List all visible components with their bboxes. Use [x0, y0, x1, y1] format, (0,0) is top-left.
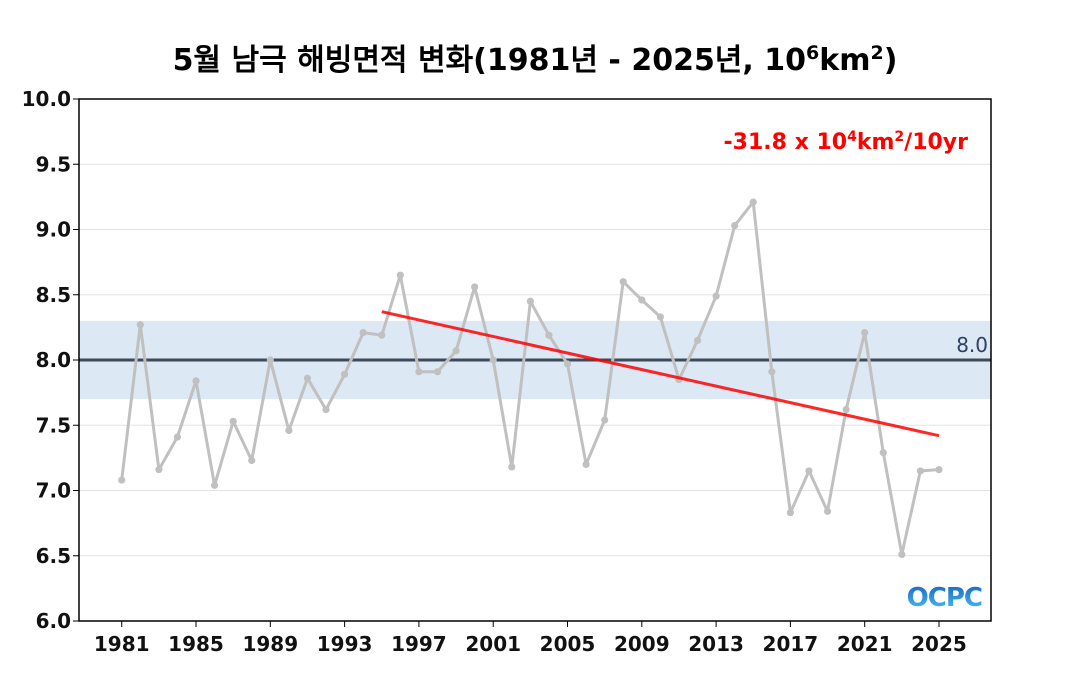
title-end: ) — [884, 43, 898, 78]
data-point — [210, 481, 219, 489]
data-point — [526, 297, 534, 305]
x-tick-label: 2021 — [837, 632, 893, 656]
data-point — [452, 347, 460, 355]
trend-label-main: -31.8 x 10 — [724, 130, 848, 155]
data-point — [749, 198, 757, 206]
x-tick-label: 2025 — [911, 632, 967, 656]
data-point — [582, 460, 590, 468]
x-tick-label: 1997 — [391, 632, 447, 656]
y-tick-label: 7.5 — [36, 413, 71, 437]
data-point — [842, 405, 850, 414]
data-point — [378, 331, 386, 339]
trend-label-end: /10yr — [904, 130, 968, 155]
data-point — [935, 466, 943, 474]
reference-label: 8.0 — [956, 333, 988, 357]
data-point — [489, 356, 497, 364]
data-point — [359, 328, 367, 337]
data-point — [341, 370, 349, 378]
data-point — [879, 449, 887, 457]
data-point — [155, 466, 163, 474]
y-tick-label: 8.0 — [36, 348, 71, 372]
data-point — [823, 507, 832, 515]
data-point — [136, 321, 144, 329]
data-point — [303, 374, 312, 382]
data-point — [118, 476, 126, 484]
x-tick-label: 1993 — [317, 632, 373, 656]
data-point — [192, 377, 200, 385]
y-tick-label: 8.5 — [36, 283, 71, 307]
x-tick-label: 2013 — [688, 632, 744, 656]
trend-label: -31.8 x 104km2/10yr — [724, 129, 969, 155]
title-main: 5월 남극 해빙면적 변화(1981년 - 2025년, 10 — [173, 43, 806, 78]
x-tick-label: 2001 — [465, 632, 521, 656]
data-point — [229, 417, 237, 425]
title-mid: km — [819, 43, 870, 78]
data-point — [786, 509, 794, 517]
title-sup-2: 2 — [870, 42, 883, 64]
data-point — [619, 278, 627, 286]
data-point — [545, 331, 553, 339]
trend-label-mid: km — [857, 130, 895, 155]
y-axis: 6.0 6.5 7.0 7.5 8.0 8.5 9.0 9.5 10.0 — [22, 87, 79, 633]
data-point — [731, 221, 739, 230]
data-point — [805, 467, 813, 475]
data-point — [285, 426, 293, 435]
data-point — [173, 433, 182, 441]
x-tick-label: 1981 — [94, 632, 150, 656]
trend-layer — [381, 310, 940, 438]
reference-band — [79, 320, 991, 400]
trend-label-sup-1: 4 — [847, 129, 857, 145]
x-axis: 1981 1985 1989 1993 1997 2001 2005 2009 2013 2017… — [94, 621, 967, 656]
data-point — [712, 292, 720, 300]
y-tick-label: 10.0 — [22, 87, 71, 111]
chart-title: 5월 남극 해빙면적 변화(1981년 - 2025년, 106km2) — [173, 42, 898, 78]
y-tick-label: 7.0 — [36, 479, 71, 503]
trend-label-sup-2: 2 — [894, 129, 904, 145]
data-point — [656, 313, 664, 321]
data-point — [898, 550, 906, 559]
title-sup-1: 6 — [806, 42, 819, 64]
data-point — [693, 336, 702, 345]
x-tick-label: 1985 — [168, 632, 224, 656]
ocpc-logo: OCPC — [907, 583, 982, 613]
data-point — [433, 368, 442, 376]
data-point — [861, 328, 869, 337]
data-point — [563, 360, 572, 368]
x-tick-label: 1989 — [242, 632, 298, 656]
data-point — [471, 283, 479, 291]
x-tick-label: 2009 — [614, 632, 670, 656]
data-point — [768, 368, 776, 376]
data-point — [322, 405, 330, 414]
y-tick-label: 9.0 — [36, 218, 71, 242]
data-point — [916, 467, 925, 475]
data-point — [508, 463, 516, 471]
trend-line — [381, 310, 940, 438]
y-tick-label: 6.5 — [36, 544, 71, 568]
data-point — [415, 368, 423, 376]
y-tick-label: 9.5 — [36, 152, 71, 176]
series-layer — [118, 198, 943, 559]
data-point — [638, 296, 646, 304]
data-point — [601, 416, 609, 424]
data-point — [248, 456, 256, 465]
y-tick-label: 6.0 — [36, 609, 71, 633]
x-tick-label: 2017 — [763, 632, 819, 656]
data-point — [266, 356, 274, 364]
x-tick-label: 2005 — [540, 632, 596, 656]
data-point — [396, 271, 404, 279]
